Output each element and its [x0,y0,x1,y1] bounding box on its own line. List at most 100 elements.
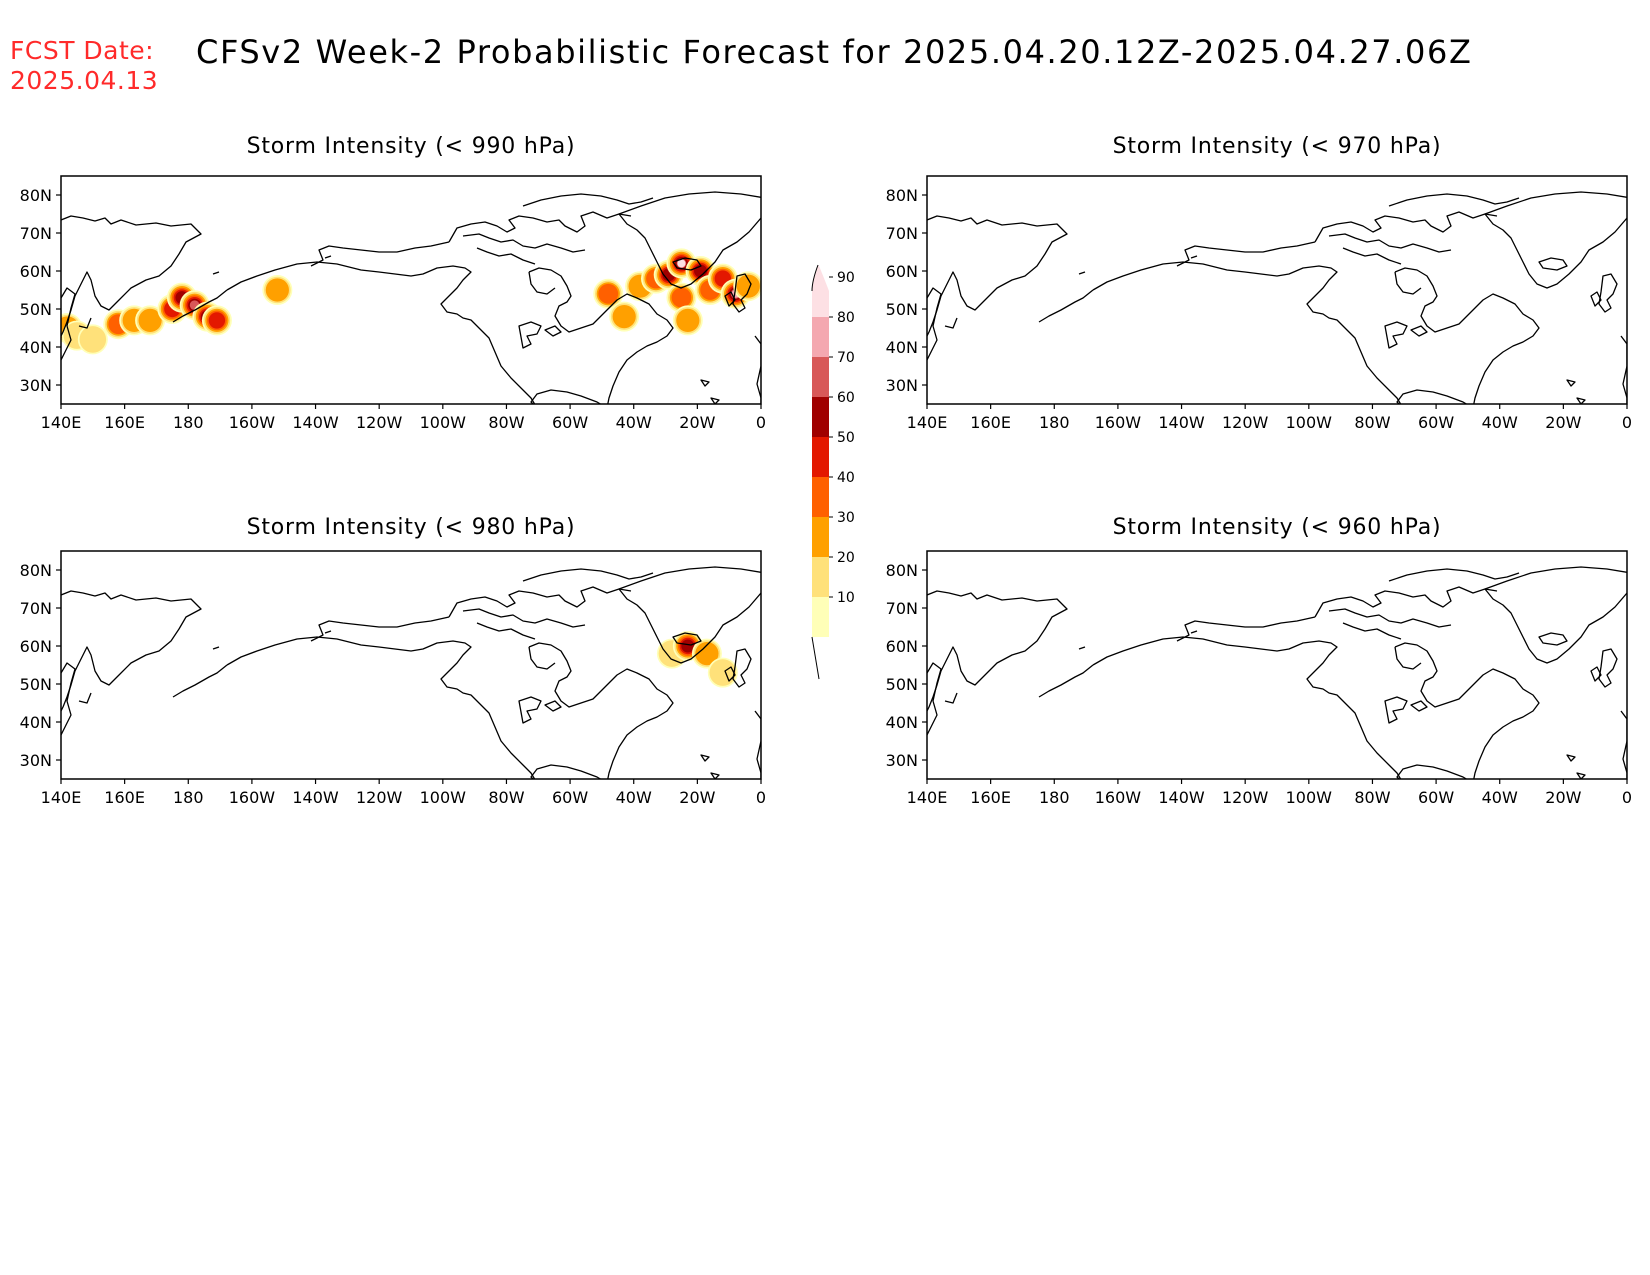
lat-tick-label: 70N [20,224,52,243]
colorbar-segment [812,597,829,637]
probability-blob [79,326,107,353]
lon-tick-label: 0 [1622,788,1632,807]
lat-tick-label: 60N [886,262,918,281]
lat-tick-label: 30N [886,376,918,395]
colorbar-segment [812,437,829,477]
probability-shading-980 [656,631,738,688]
lon-tick-label: 100W [1286,413,1333,432]
probability-blob [695,642,719,666]
lon-tick-label: 140E [41,788,82,807]
probability-shading-990 [61,248,761,355]
colorbar-tick-label: 70 [837,350,855,366]
lat-tick-label: 60N [886,637,918,656]
lon-tick-label: 120W [356,413,403,432]
probability-blob [265,278,289,302]
colorbar-tick-label: 50 [837,430,855,446]
lat-tick-label: 50N [20,675,52,694]
lat-tick-label: 50N [886,675,918,694]
coastline-980 [61,566,761,779]
probability-blob [671,287,692,308]
probability-blob [612,305,636,329]
fcst-date-value: 2025.04.13 [10,66,159,95]
lat-tick-label: 40N [20,338,52,357]
lon-tick-label: 60W [552,413,588,432]
lon-tick-label: 0 [756,413,766,432]
map-frame-960 [926,550,1628,780]
lat-tick-label: 40N [886,338,918,357]
lon-tick-label: 140W [292,788,339,807]
lon-tick-label: 80W [488,413,524,432]
lon-tick-label: 0 [1622,413,1632,432]
probability-blob [208,312,226,329]
lon-tick-label: 60W [1418,413,1454,432]
lon-tick-label: 180 [173,788,204,807]
lon-tick-label: 100W [420,788,467,807]
panel-960-hpa: Storm Intensity (< 960 hPa) 140E 160E 180 1… [886,515,1632,807]
lat-tick-label: 30N [886,751,918,770]
lon-tick-label: 180 [1039,788,1070,807]
lat-tick-label: 60N [20,637,52,656]
probability-blob [677,259,686,268]
lon-tick-label: 140E [41,413,82,432]
lon-tick-label: 120W [356,788,403,807]
lon-tick-label: 140W [1158,788,1205,807]
probability-blob [138,308,162,332]
lon-tick-label: 160W [1095,788,1142,807]
lat-tick-label: 80N [886,186,918,205]
colorbar-segment [812,477,829,517]
lat-tick-label: 50N [20,300,52,319]
colorbar-tick-label: 10 [837,590,855,606]
lon-tick-label: 40W [616,788,652,807]
lon-tick-label: 180 [173,413,204,432]
lat-tick-label: 80N [886,561,918,580]
lon-tick-label: 160W [229,413,276,432]
lon-tick-label: 180 [1039,413,1070,432]
lon-tick-label: 60W [1418,788,1454,807]
lon-tick-label: 160E [104,413,145,432]
colorbar-tick-label: 20 [837,550,855,566]
panel-970-title: Storm Intensity (< 970 hPa) [1113,134,1442,159]
lon-tick-label: 40W [616,413,652,432]
colorbar-tick-label: 40 [837,470,855,486]
lat-tick-label: 80N [20,561,52,580]
lon-tick-label: 160E [104,788,145,807]
fcst-date-label: FCST Date: 2025.04.13 [10,36,158,96]
probability-blob [598,283,619,304]
probability-blob [709,659,737,686]
lon-tick-label: 140W [1158,413,1205,432]
lon-tick-label: 140E [907,788,948,807]
lat-tick-label: 70N [886,599,918,618]
colorbar-top-arrow [811,264,819,292]
main-title: CFSv2 Week-2 Probabilistic Forecast for … [196,33,1473,71]
lat-tick-label: 50N [886,300,918,319]
panel-990-title: Storm Intensity (< 990 hPa) [247,134,576,159]
lat-tick-label: 40N [886,713,918,732]
colorbar-bottom-arrow [811,636,820,680]
fcst-date-label-text: FCST Date: [10,36,155,65]
map-frame-980 [60,550,762,780]
lon-tick-label: 160E [970,788,1011,807]
panel-980-hpa: Storm Intensity (< 980 hPa) 140E 160E 180 1… [20,515,766,807]
lon-tick-label: 0 [756,788,766,807]
probability-blob [681,639,695,653]
colorbar-tick-label: 60 [837,390,855,406]
colorbar-tick-label: 30 [837,510,855,526]
coastline-970 [927,191,1627,404]
lat-tick-label: 30N [20,751,52,770]
probability-blob [736,274,760,298]
lon-tick-label: 80W [1354,788,1390,807]
lat-tick-label: 30N [20,376,52,395]
lon-tick-label: 140E [907,413,948,432]
lon-tick-label: 100W [1286,788,1333,807]
lon-tick-label: 40W [1482,413,1518,432]
map-frame-970 [926,175,1628,405]
lon-tick-label: 140W [292,413,339,432]
map-frame-990 [60,175,762,405]
lat-tick-label: 40N [20,713,52,732]
panel-980-title: Storm Intensity (< 980 hPa) [247,515,576,540]
panel-990-hpa: Storm Intensity (< 990 hPa) 140E 160E 180 1… [20,134,766,432]
colorbar-tick-label: 80 [837,310,855,326]
lat-tick-label: 70N [20,599,52,618]
lon-tick-label: 40W [1482,788,1518,807]
